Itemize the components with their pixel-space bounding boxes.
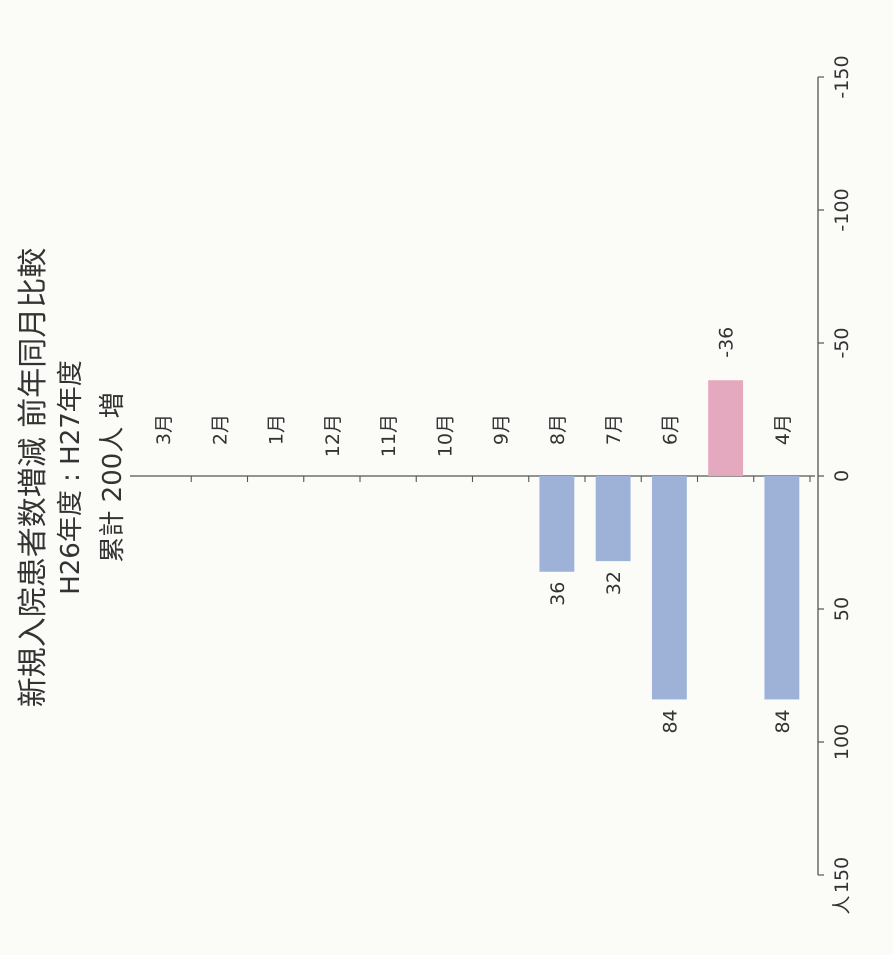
value-tick-label: 50 [831, 597, 853, 621]
data-label: 36 [547, 582, 569, 606]
category-label: 3月 [153, 414, 175, 445]
value-tick-label: 150 [831, 857, 853, 893]
axes-group: 150100500-50-100-150人4月5月6月7月8月9月10月11月1… [130, 55, 853, 915]
category-label: 2月 [209, 414, 231, 445]
value-tick-label: 100 [831, 724, 853, 760]
data-label: 84 [659, 709, 681, 733]
value-tick-label: -50 [831, 327, 853, 358]
bars-group [539, 380, 800, 700]
category-label: 7月 [603, 414, 625, 445]
value-tick-label: 0 [831, 470, 853, 482]
category-label: 6月 [659, 414, 681, 445]
category-label: 1月 [266, 414, 288, 445]
bar-5月 [708, 380, 744, 476]
category-label: 12月 [322, 414, 344, 457]
data-label: 32 [603, 571, 625, 595]
unit-label: 人 [831, 895, 853, 914]
category-label: 9月 [491, 414, 513, 445]
category-label: 8月 [547, 414, 569, 445]
bar-7月 [595, 475, 631, 562]
bar-8月 [539, 476, 575, 572]
data-label: 84 [772, 709, 794, 733]
labels-group: 84 -36 84 32 36 [547, 327, 794, 734]
value-tick-label: -100 [831, 188, 853, 231]
value-tick-label: -150 [831, 55, 853, 98]
bar-6月 [651, 476, 687, 700]
data-label: -36 [716, 327, 738, 358]
category-label: 4月 [772, 414, 794, 445]
category-label: 10月 [434, 414, 456, 457]
bar-4月 [764, 476, 800, 700]
category-label: 11月 [378, 414, 400, 457]
